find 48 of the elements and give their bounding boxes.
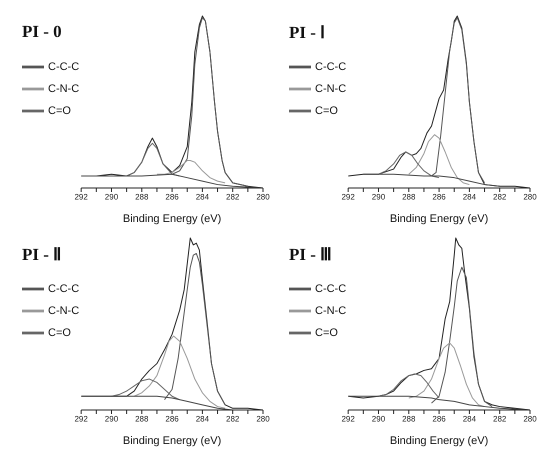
x-tick-label: 290 bbox=[104, 192, 119, 202]
x-tick-label: 288 bbox=[402, 192, 416, 202]
x-tick-label: 286 bbox=[432, 414, 446, 424]
x-tick-label: 290 bbox=[372, 414, 386, 424]
legend-label: C-C-C bbox=[48, 282, 80, 295]
x-tick-label: 284 bbox=[462, 192, 477, 202]
x-tick-label: 282 bbox=[493, 192, 507, 202]
x-tick-label: 280 bbox=[256, 192, 270, 202]
chart-title: PI - 0 bbox=[22, 22, 62, 42]
legend-label: C-C-C bbox=[48, 60, 80, 73]
legend-label: C-N-C bbox=[48, 304, 80, 317]
chart-title: PI - Ⅲ bbox=[289, 244, 332, 265]
x-tick-label: 288 bbox=[135, 192, 149, 202]
x-tick-label: 282 bbox=[493, 414, 507, 424]
x-tick-label: 286 bbox=[432, 192, 446, 202]
x-axis-title: Binding Energy (eV) bbox=[390, 213, 488, 225]
x-tick-label: 282 bbox=[226, 414, 240, 424]
x-tick-label: 292 bbox=[74, 192, 88, 202]
legend-label: C=O bbox=[315, 326, 338, 339]
x-tick-label: 292 bbox=[341, 414, 356, 424]
x-tick-label: 280 bbox=[523, 414, 538, 424]
x-tick-label: 286 bbox=[165, 192, 180, 202]
x-tick-label: 282 bbox=[226, 192, 240, 202]
x-tick-label: 292 bbox=[341, 192, 356, 202]
x-tick-label: 284 bbox=[196, 414, 210, 424]
x-tick-label: 290 bbox=[372, 192, 386, 202]
x-tick-label: 284 bbox=[196, 192, 210, 202]
legend-label: C-C-C bbox=[315, 282, 346, 295]
x-axis-title: Binding Energy (eV) bbox=[122, 213, 222, 225]
chart-title: PI - Ⅰ bbox=[289, 22, 326, 43]
legend-label: C-N-C bbox=[48, 82, 80, 95]
legend-label: C-N-C bbox=[315, 82, 346, 95]
legend-label: C-N-C bbox=[315, 304, 346, 317]
legend-label: C=O bbox=[48, 326, 71, 339]
x-tick-label: 284 bbox=[462, 414, 477, 424]
x-tick-label: 280 bbox=[523, 192, 538, 202]
x-tick-label: 290 bbox=[104, 414, 119, 424]
x-tick-label: 292 bbox=[74, 414, 88, 424]
x-tick-label: 286 bbox=[165, 414, 180, 424]
legend-label: C=O bbox=[48, 104, 71, 117]
chart-title: PI - Ⅱ bbox=[22, 244, 62, 265]
legend-label: C=O bbox=[315, 104, 338, 117]
x-axis-title: Binding Energy (eV) bbox=[122, 435, 222, 447]
legend-label: C-C-C bbox=[315, 60, 346, 73]
x-tick-label: 288 bbox=[135, 414, 149, 424]
x-tick-label: 288 bbox=[402, 414, 416, 424]
x-axis-title: Binding Energy (eV) bbox=[390, 435, 488, 447]
x-tick-label: 280 bbox=[256, 414, 270, 424]
